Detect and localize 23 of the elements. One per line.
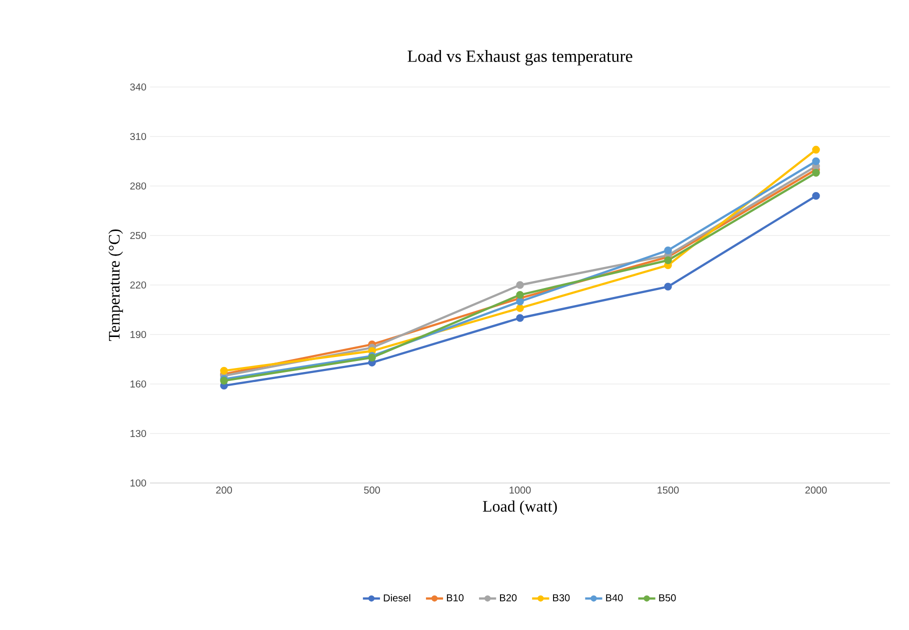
x-tick-label: 1000 (510, 486, 531, 494)
y-tick-label: 340 (130, 83, 146, 91)
y-tick-label: 250 (130, 232, 146, 240)
legend-label: B50 (659, 594, 676, 602)
chart-title: Load vs Exhaust gas temperature (408, 50, 632, 66)
y-tick-label: 310 (130, 132, 146, 140)
y-tick-label: 280 (130, 182, 146, 190)
x-axis-title: Load (watt) (482, 500, 557, 515)
x-tick-label: 2000 (805, 486, 827, 494)
y-tick-label: 100 (130, 479, 146, 487)
x-tick-label: 200 (216, 486, 232, 494)
legend-label: B10 (446, 594, 464, 602)
x-tick-label: 1500 (658, 486, 679, 494)
legend-label: Diesel (384, 594, 410, 602)
legend-label: B40 (606, 594, 623, 602)
legend-label: B20 (500, 594, 517, 602)
legend-label: B30 (553, 594, 570, 602)
y-tick-label: 130 (130, 430, 146, 438)
y-axis-title: Temperature (°C) (108, 230, 123, 341)
y-tick-label: 190 (130, 330, 146, 338)
y-tick-label: 160 (130, 380, 146, 388)
y-tick-label: 220 (130, 281, 146, 289)
x-tick-label: 500 (364, 486, 380, 494)
